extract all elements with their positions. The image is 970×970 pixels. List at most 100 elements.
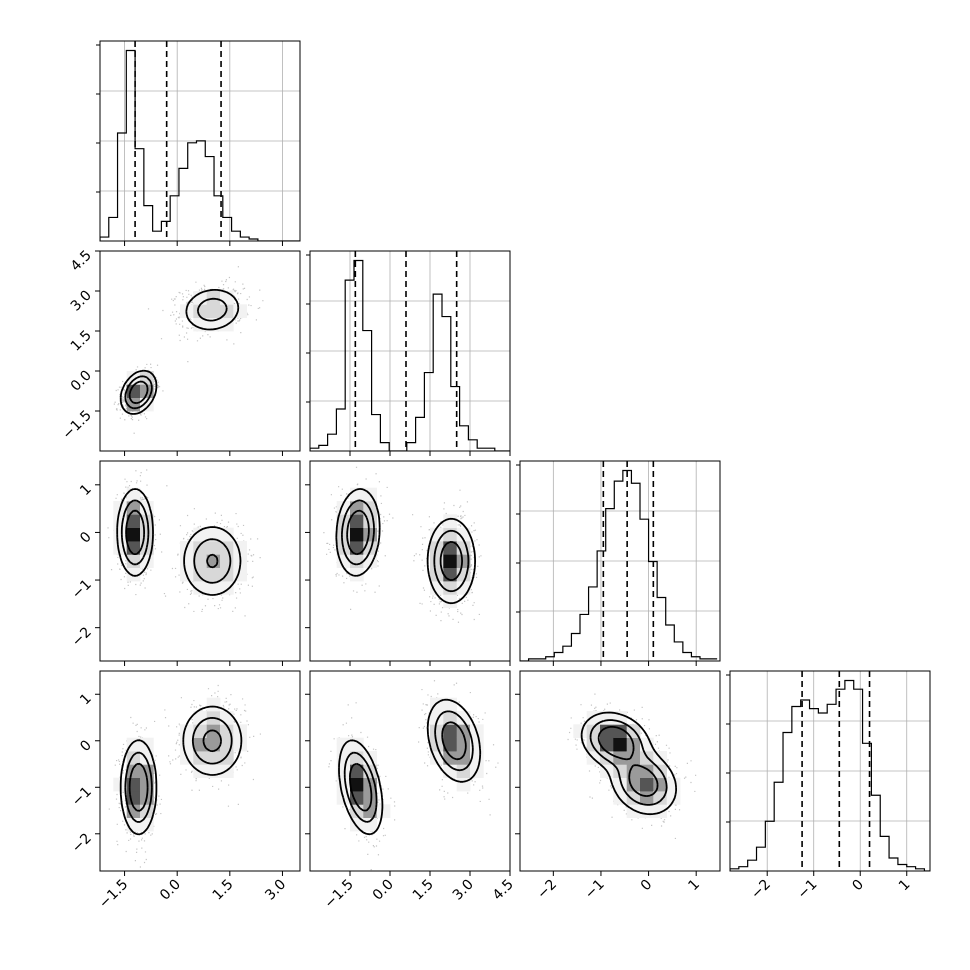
- density-cell: [653, 804, 667, 818]
- contour-line-1: [343, 710, 474, 823]
- density-cell: [640, 791, 654, 805]
- contour-line-1: [120, 499, 232, 584]
- x-tick-label: 1.5: [410, 877, 437, 904]
- contour-line-0: [580, 711, 677, 816]
- density-cell: [363, 791, 377, 805]
- density-cell: [350, 514, 364, 528]
- density-cell: [376, 804, 391, 818]
- density-cell: [193, 527, 207, 542]
- hist-inner: [310, 251, 510, 451]
- density-cell: [193, 317, 207, 332]
- x-tick-label: −1: [582, 877, 608, 903]
- scatter-panel-1-0: [99, 250, 301, 452]
- scatter-panel-3-0: [99, 670, 301, 872]
- x-tick-label: −1.5: [96, 877, 131, 912]
- density-cell: [350, 541, 364, 555]
- density-cell: [126, 527, 141, 542]
- density-cell: [233, 737, 247, 752]
- x-tick-label: 0: [849, 877, 867, 895]
- x-tick-label: −2: [748, 877, 774, 903]
- density-cell: [350, 751, 364, 765]
- hist-panel-2: [516, 460, 721, 662]
- y-tick-label: 1: [77, 691, 95, 709]
- density-cell: [206, 737, 221, 752]
- y-tick-label: −1.5: [59, 408, 94, 443]
- panel-inner: [108, 684, 261, 868]
- density-cell: [573, 724, 587, 738]
- panel-inner: [567, 693, 697, 840]
- contour-line-0: [338, 698, 482, 836]
- contour-line-0: [119, 705, 243, 836]
- density-cell: [430, 724, 444, 738]
- density-cells: [573, 711, 681, 818]
- scatter-panel-3-1: [309, 670, 511, 872]
- density-cell: [653, 791, 667, 805]
- scatter-panel-2-1: [309, 460, 511, 662]
- hist-inner: [730, 671, 930, 871]
- x-tick-label: 0: [638, 877, 656, 895]
- density-cell: [350, 527, 364, 542]
- contour-line-0: [119, 289, 240, 415]
- density-cell: [126, 371, 141, 385]
- density-cell: [206, 764, 221, 778]
- hist-bars: [310, 259, 510, 451]
- density-cells: [113, 487, 247, 595]
- panel-frame: [99, 250, 301, 452]
- contour-line-2: [128, 729, 222, 812]
- y-tick-label: −1: [69, 577, 95, 603]
- density-cell: [193, 304, 207, 318]
- panel-inner: [107, 469, 261, 617]
- hist-frame: [309, 250, 511, 452]
- x-tick-label: −1.5: [321, 877, 356, 912]
- density-cell: [206, 581, 221, 595]
- density-cell: [456, 764, 471, 778]
- hist-bars: [520, 469, 718, 661]
- density-cell: [456, 711, 471, 725]
- hist-bars: [100, 49, 300, 241]
- x-tick-label: 1: [685, 877, 703, 895]
- density-cell: [180, 737, 194, 752]
- density-cell: [220, 711, 234, 725]
- density-cell: [350, 764, 364, 778]
- contour-line-2: [125, 509, 219, 569]
- density-cell: [640, 777, 654, 792]
- panel-frame: [99, 670, 301, 872]
- density-cell: [613, 737, 627, 752]
- density-cell: [443, 581, 457, 595]
- contour-line-2: [597, 726, 659, 797]
- y-tick-label: 0.0: [68, 368, 95, 395]
- y-tick-label: −1: [69, 784, 95, 810]
- density-cells: [113, 697, 247, 832]
- contour-line-2: [346, 509, 463, 581]
- y-tick-label: 3.0: [68, 288, 95, 315]
- panel-frame: [309, 460, 511, 662]
- x-tick-label: −1: [795, 877, 821, 903]
- y-tick-label: 1: [77, 481, 95, 499]
- density-cell: [456, 751, 471, 765]
- density-cell: [350, 554, 364, 568]
- contour-line-0: [335, 488, 476, 605]
- hist-inner: [100, 41, 300, 241]
- density-cell: [363, 527, 377, 542]
- x-tick-label: 1: [896, 877, 914, 895]
- y-tick-label: −2: [69, 624, 95, 650]
- density-cell: [350, 777, 364, 792]
- hist-frame: [99, 40, 301, 242]
- hist-frame: [729, 670, 931, 872]
- contour-line-2: [128, 380, 149, 405]
- density-cell: [180, 554, 194, 568]
- y-tick-label: 0: [77, 737, 95, 755]
- density-cell: [350, 567, 364, 582]
- contour-line-1: [124, 297, 228, 410]
- density-cell: [336, 764, 351, 778]
- density-cell: [220, 527, 234, 542]
- contour-line-1: [589, 719, 668, 806]
- y-tick-label: 4.5: [68, 248, 95, 275]
- panel-frame: [519, 670, 721, 872]
- contour-line-2: [349, 721, 467, 812]
- density-cell: [666, 791, 681, 805]
- x-tick-label: 1.5: [210, 877, 237, 904]
- scatter-panel-2-0: [99, 460, 301, 662]
- x-tick-label: 3.0: [262, 877, 289, 904]
